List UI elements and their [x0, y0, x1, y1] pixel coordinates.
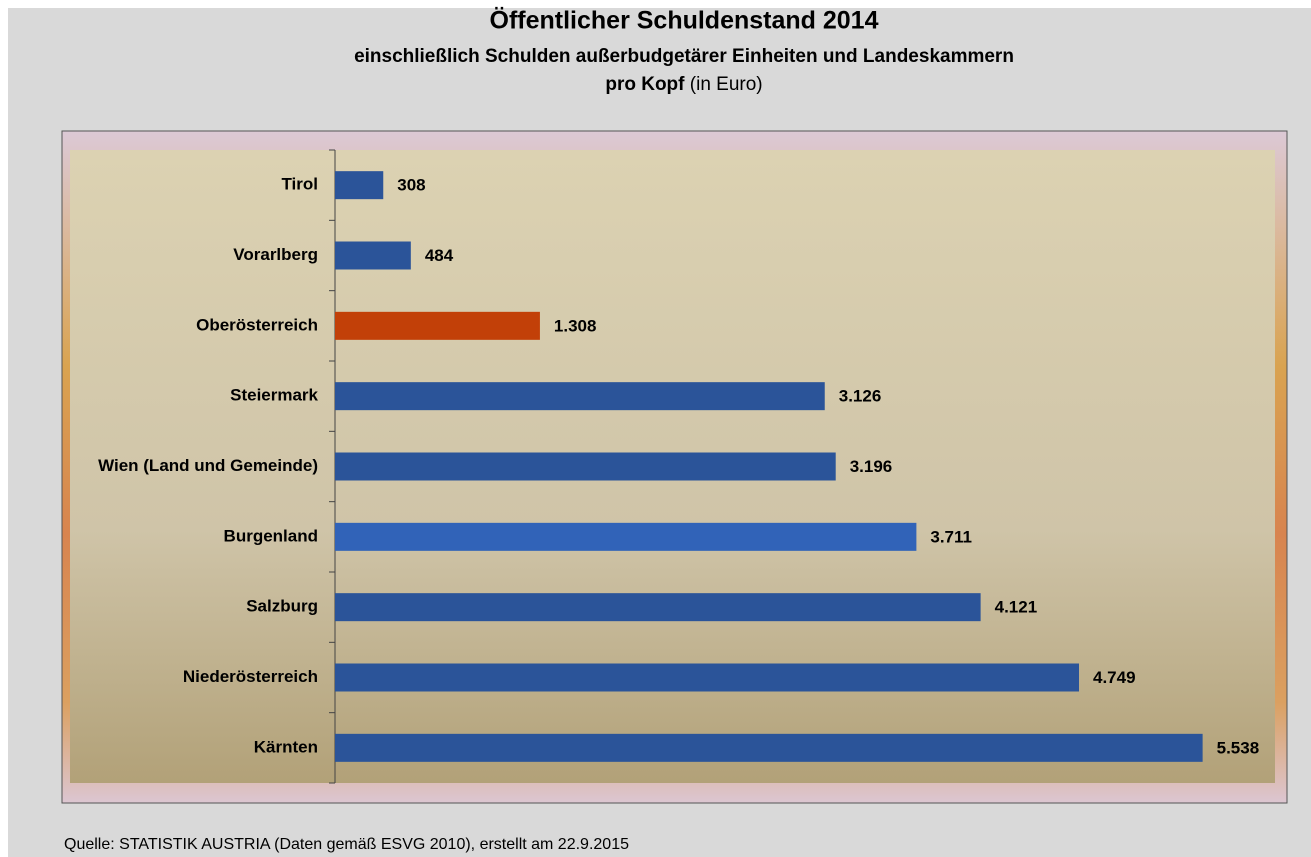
chart-title: Öffentlicher Schuldenstand 2014	[490, 6, 879, 35]
category-label: Tirol	[281, 175, 318, 194]
bar	[335, 733, 1203, 762]
bar	[335, 241, 411, 270]
chart-subtitle: einschließlich Schulden außerbudgetärer …	[354, 46, 1014, 67]
bar	[335, 663, 1080, 692]
category-label: Niederösterreich	[183, 667, 318, 686]
category-label: Steiermark	[230, 386, 318, 405]
category-label: Salzburg	[246, 597, 318, 616]
category-label: Vorarlberg	[233, 245, 318, 264]
value-label: 308	[397, 176, 425, 195]
value-label: 3.711	[930, 527, 972, 546]
bar	[335, 311, 540, 340]
bar	[335, 382, 825, 411]
category-label: Oberösterreich	[196, 315, 318, 334]
bar	[335, 522, 917, 551]
bar	[335, 452, 836, 481]
value-label: 4.749	[1093, 668, 1136, 687]
chart-subtitle-line: pro Kopf (in Euro)	[605, 74, 762, 95]
bar	[335, 171, 384, 200]
value-label: 3.196	[850, 457, 893, 476]
category-label: Burgenland	[224, 526, 318, 545]
subtitle-bold: pro Kopf	[605, 74, 685, 95]
subtitle-unit: (in Euro)	[690, 74, 763, 95]
category-label: Wien (Land und Gemeinde)	[98, 456, 318, 475]
value-label: 484	[425, 246, 454, 265]
source-note: Quelle: STATISTIK AUSTRIA (Daten gemäß E…	[64, 836, 629, 853]
value-label: 4.121	[995, 598, 1038, 617]
value-label: 1.308	[554, 316, 597, 335]
category-label: Kärnten	[254, 737, 318, 756]
value-label: 5.538	[1217, 738, 1260, 757]
bar	[335, 593, 981, 622]
value-label: 3.126	[839, 387, 882, 406]
